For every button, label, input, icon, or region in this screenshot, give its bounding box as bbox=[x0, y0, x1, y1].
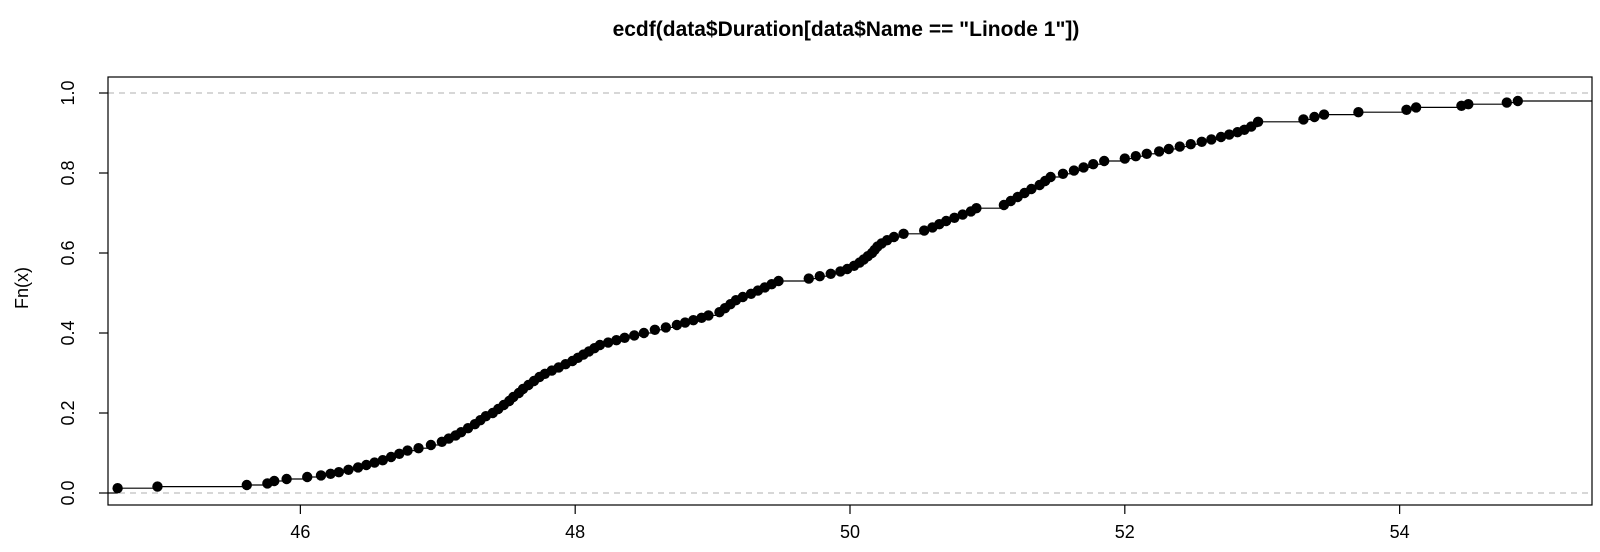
chart-title: ecdf(data$Duration[data$Name == "Linode … bbox=[613, 18, 1080, 41]
data-point bbox=[679, 317, 691, 328]
data-point bbox=[413, 443, 424, 454]
data-point bbox=[1309, 111, 1320, 123]
data-point bbox=[1196, 136, 1207, 147]
data-point bbox=[1224, 129, 1235, 140]
data-point bbox=[773, 275, 784, 287]
data-point bbox=[1463, 99, 1474, 110]
ecdf-step-line bbox=[108, 100, 1592, 494]
data-point bbox=[1501, 97, 1513, 108]
data-point bbox=[1045, 171, 1056, 183]
data-point bbox=[594, 339, 606, 351]
data-point bbox=[112, 483, 123, 494]
data-point bbox=[629, 330, 640, 341]
data-point bbox=[940, 215, 952, 227]
data-point bbox=[814, 271, 825, 282]
data-point bbox=[611, 335, 622, 346]
data-point bbox=[638, 327, 650, 339]
data-point bbox=[1252, 116, 1264, 128]
y-tick-label: 0.2 bbox=[58, 400, 78, 425]
data-point bbox=[898, 228, 909, 239]
data-point bbox=[352, 462, 364, 473]
y-axis: 0.0 0.2 0.4 0.6 0.8 1.0 bbox=[58, 80, 108, 506]
x-tick-label: 54 bbox=[1390, 522, 1410, 542]
x-tick-label: 48 bbox=[565, 522, 585, 542]
data-point bbox=[957, 209, 968, 220]
data-point bbox=[1512, 95, 1524, 107]
data-point bbox=[803, 273, 814, 284]
data-point bbox=[649, 324, 661, 335]
data-point bbox=[1163, 143, 1174, 155]
data-point bbox=[302, 471, 313, 483]
data-point bbox=[1057, 168, 1069, 179]
data-point bbox=[241, 479, 252, 491]
data-point bbox=[1318, 109, 1330, 120]
data-point bbox=[1026, 183, 1037, 195]
data-point bbox=[325, 468, 336, 479]
data-point bbox=[1099, 155, 1110, 167]
y-tick-label: 0.4 bbox=[58, 320, 78, 345]
data-point bbox=[377, 455, 389, 466]
data-point bbox=[1353, 107, 1364, 118]
data-point bbox=[660, 322, 672, 333]
x-tick-label: 52 bbox=[1115, 522, 1135, 542]
x-tick-label: 50 bbox=[840, 522, 860, 542]
data-point bbox=[1185, 139, 1196, 150]
data-point bbox=[425, 439, 437, 451]
data-point bbox=[1141, 148, 1153, 159]
data-point bbox=[281, 473, 292, 485]
data-point bbox=[1119, 153, 1131, 164]
data-point bbox=[1153, 146, 1165, 157]
data-point bbox=[1078, 162, 1089, 173]
reference-lines bbox=[108, 92, 1592, 494]
data-point bbox=[1068, 165, 1080, 176]
data-point bbox=[394, 448, 405, 459]
data-point bbox=[385, 451, 397, 463]
data-point bbox=[1410, 102, 1422, 113]
y-axis-label: Fn(x) bbox=[12, 267, 32, 309]
data-point bbox=[1088, 159, 1099, 170]
data-point bbox=[619, 332, 630, 343]
data-point bbox=[343, 464, 354, 475]
data-point bbox=[333, 467, 345, 478]
data-point bbox=[688, 315, 699, 326]
y-tick-label: 0.8 bbox=[58, 160, 78, 185]
data-point bbox=[737, 291, 749, 303]
data-point bbox=[825, 268, 836, 279]
data-point bbox=[971, 203, 982, 214]
data-point bbox=[269, 475, 280, 487]
data-point bbox=[315, 470, 327, 481]
data-point bbox=[919, 225, 930, 236]
y-tick-label: 1.0 bbox=[58, 80, 78, 105]
data-point bbox=[1298, 114, 1309, 125]
data-point bbox=[671, 319, 683, 331]
data-point bbox=[1206, 134, 1217, 145]
x-tick-label: 46 bbox=[290, 522, 310, 542]
x-axis: 46 48 50 52 54 bbox=[290, 505, 1410, 542]
data-point bbox=[369, 457, 380, 468]
plot-frame bbox=[107, 76, 1593, 506]
y-tick-label: 0.6 bbox=[58, 240, 78, 265]
data-point bbox=[1174, 141, 1185, 152]
data-point bbox=[1401, 104, 1412, 116]
data-point bbox=[949, 212, 960, 223]
y-tick-label: 0.0 bbox=[58, 480, 78, 505]
data-point bbox=[1130, 151, 1142, 162]
data-point bbox=[703, 310, 714, 321]
data-point bbox=[888, 231, 900, 243]
data-point bbox=[152, 481, 163, 492]
data-point bbox=[602, 337, 614, 348]
data-points bbox=[112, 95, 1524, 494]
data-point bbox=[402, 445, 413, 456]
data-point bbox=[1215, 131, 1227, 143]
data-point bbox=[361, 459, 372, 471]
